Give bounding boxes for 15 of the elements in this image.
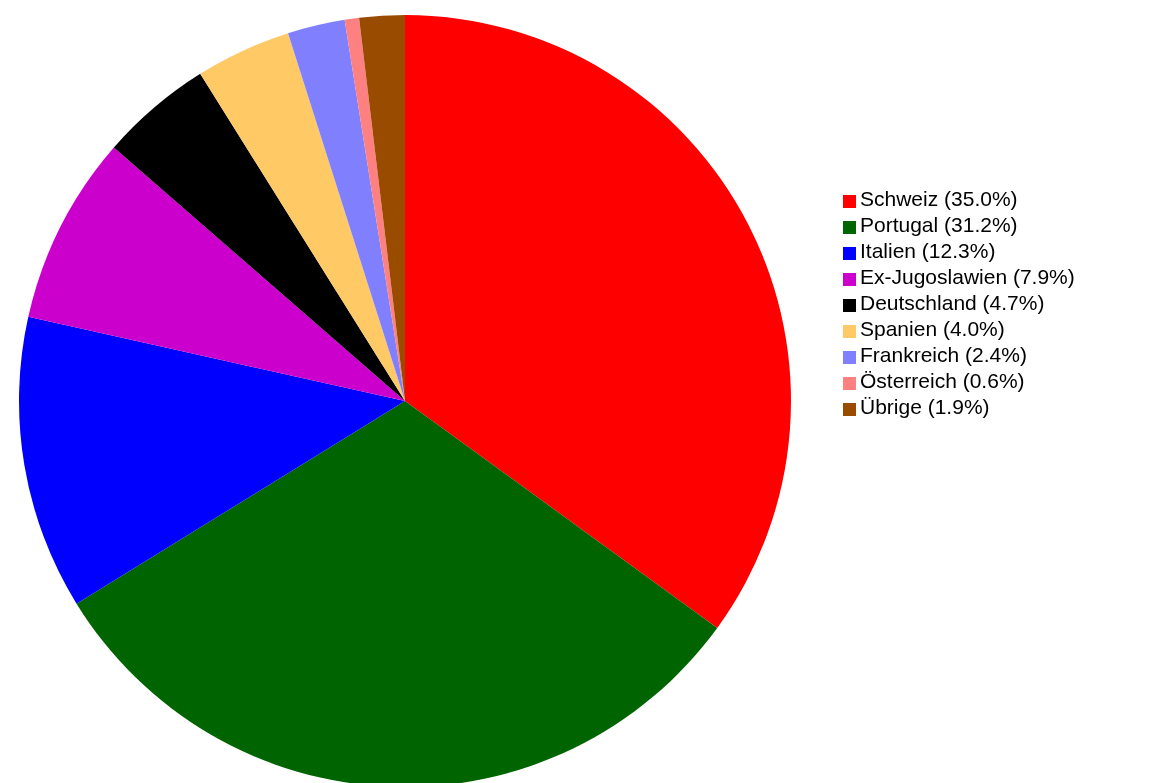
legend-label: Frankreich (2.4%) xyxy=(860,343,1027,366)
pie-slice xyxy=(288,19,405,401)
pie-slice xyxy=(113,73,405,401)
legend-label: Österreich (0.6%) xyxy=(860,369,1025,392)
pie-slice xyxy=(344,17,405,401)
pie-slice xyxy=(200,33,405,401)
legend-label: Portugal (31.2%) xyxy=(860,213,1018,236)
legend-label: Deutschland (4.7%) xyxy=(860,291,1045,314)
legend-label: Schweiz (35.0%) xyxy=(860,187,1018,210)
legend-label: Übrige (1.9%) xyxy=(860,395,990,418)
legend-label: Spanien (4.0%) xyxy=(860,317,1005,340)
legend-label: Ex-Jugoslawien (7.9%) xyxy=(860,265,1075,288)
pie-slice xyxy=(28,147,405,401)
legend-label: Italien (12.3%) xyxy=(860,239,996,262)
pie-slice xyxy=(19,316,405,604)
